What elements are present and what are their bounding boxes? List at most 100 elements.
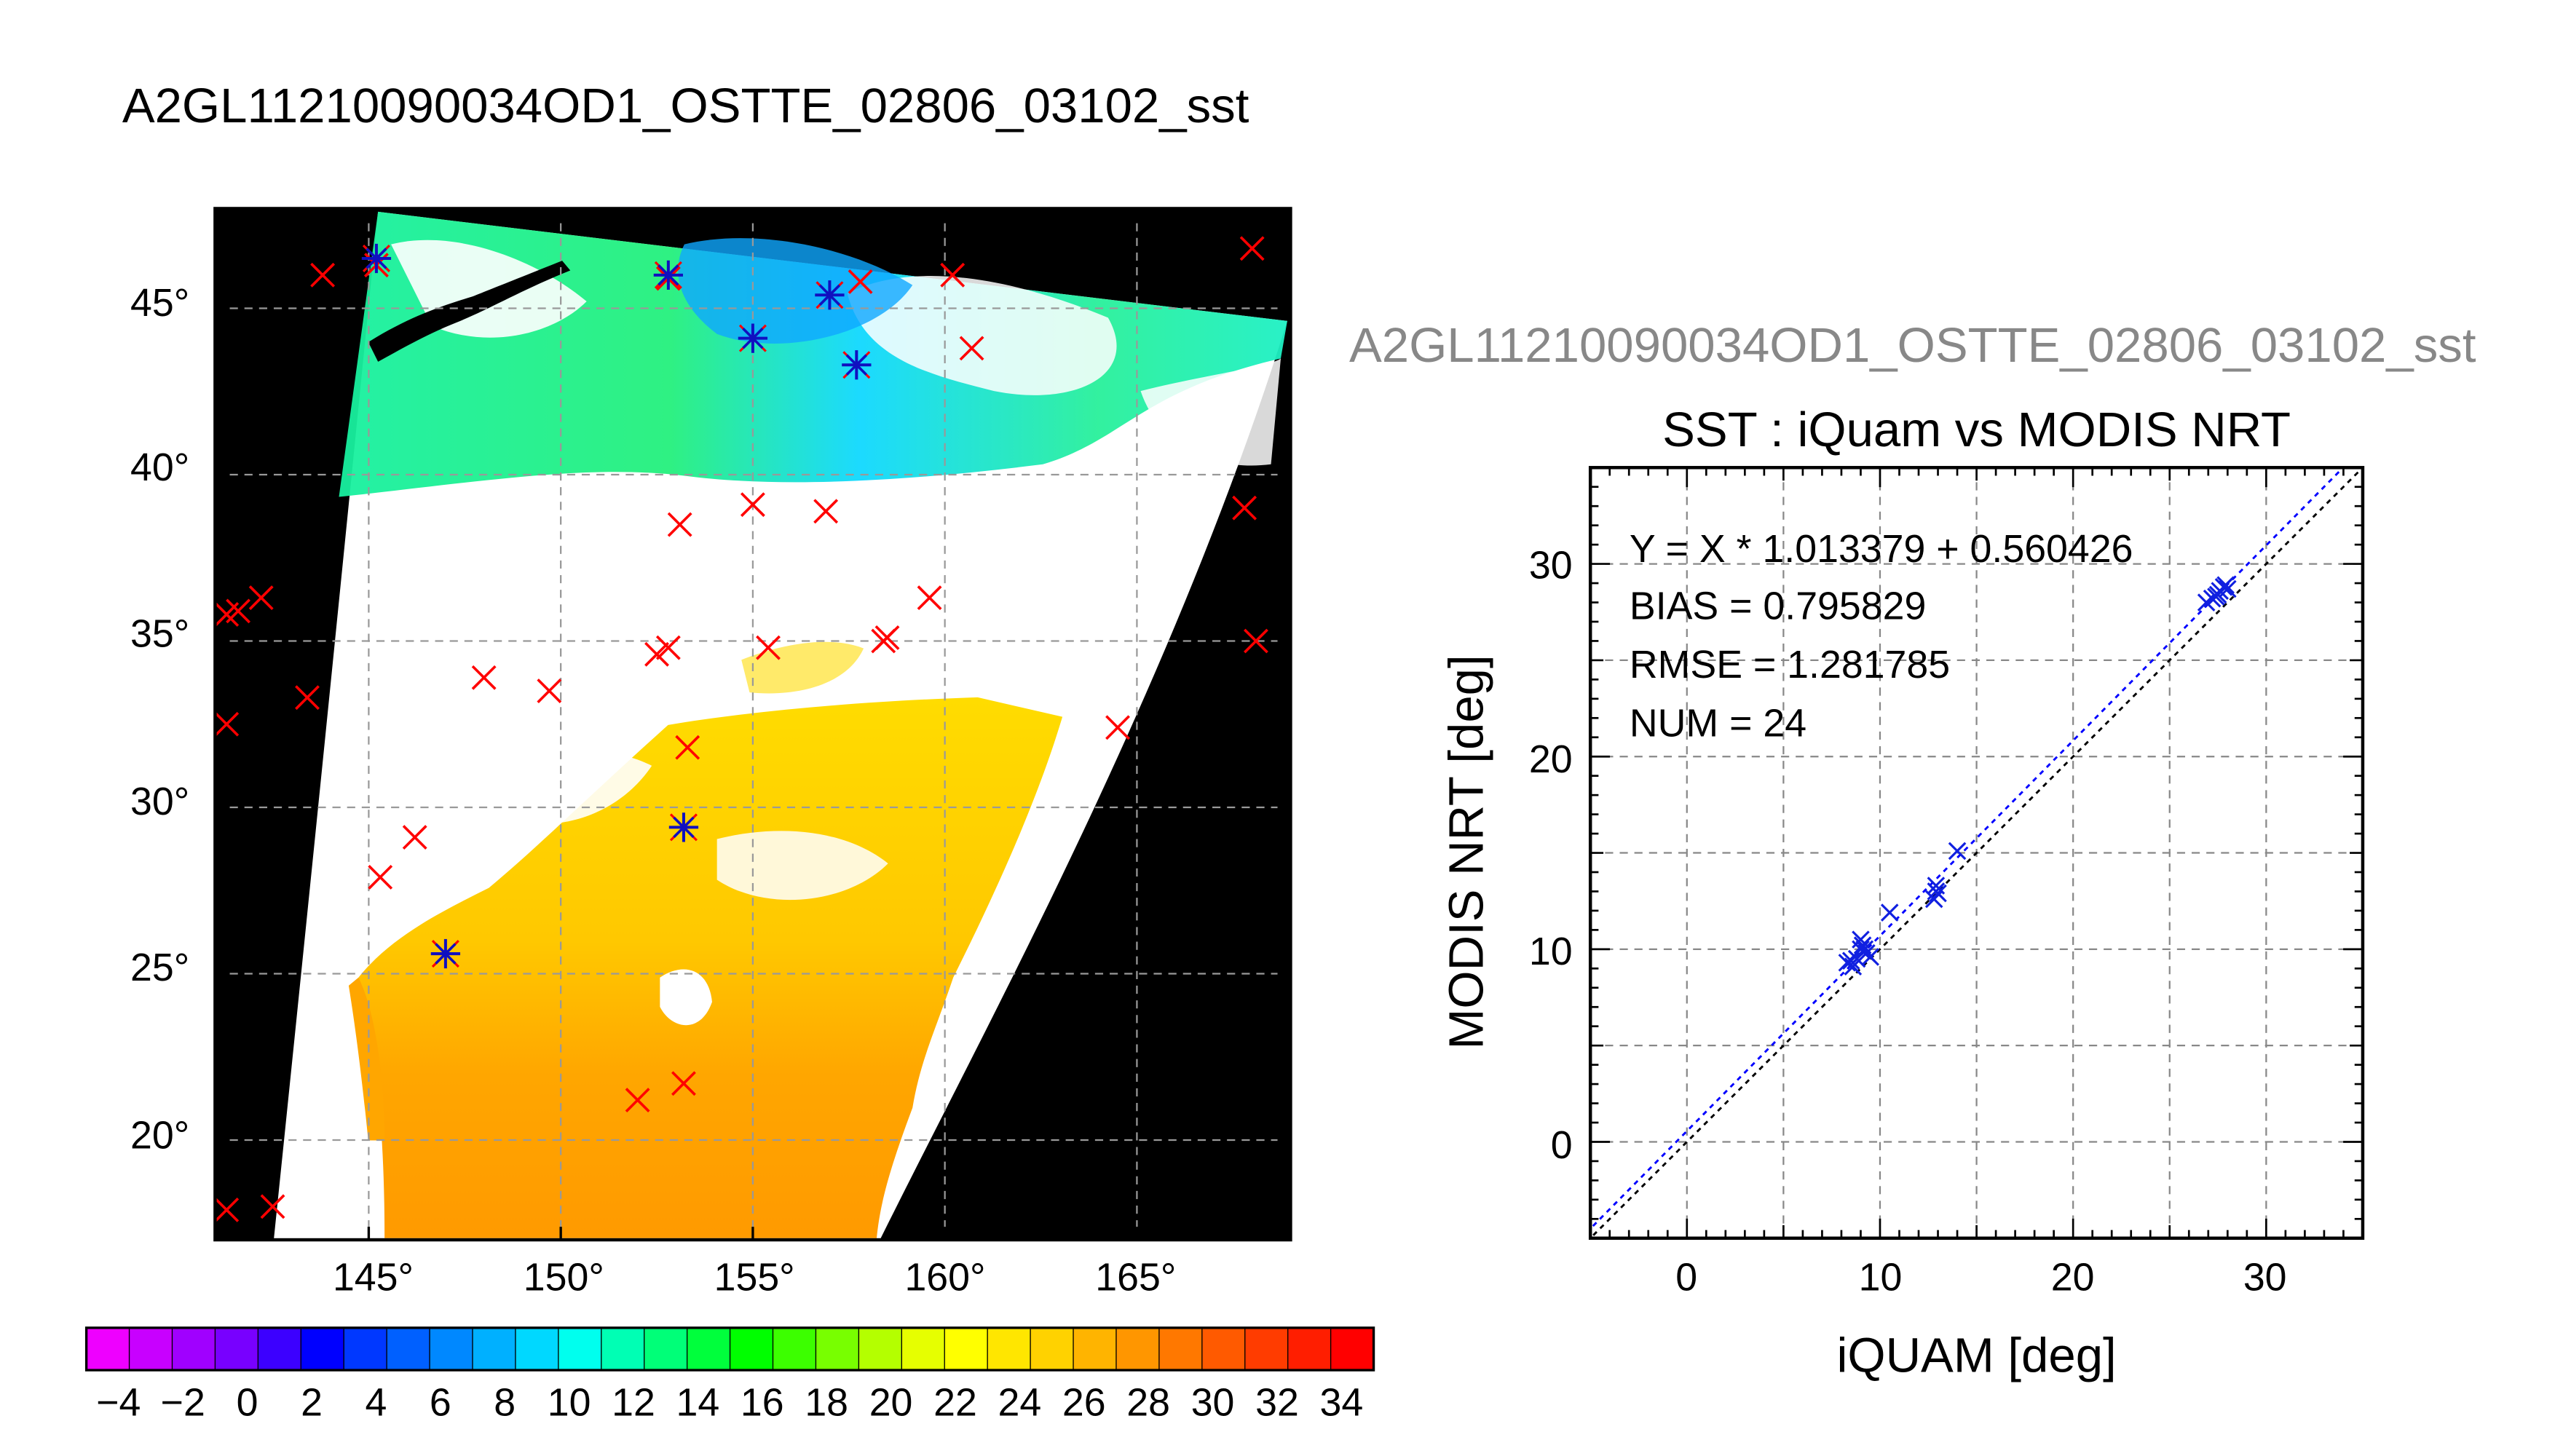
lat-label-45: 45°	[130, 281, 189, 325]
marker-stroke	[673, 816, 695, 839]
colorbar-cell	[172, 1327, 216, 1371]
marker-stroke	[818, 284, 841, 306]
marker-stroke	[959, 336, 984, 361]
map-matchup-x-marker	[848, 269, 873, 294]
scatter-xtick-20: 20	[2051, 1255, 2095, 1299]
map-matchup-x-marker	[874, 625, 900, 650]
marker-stroke	[667, 512, 692, 537]
marker-stroke	[260, 1194, 285, 1219]
colorbar-cell	[687, 1327, 731, 1371]
map-matchup-x-marker	[1244, 628, 1268, 654]
marker-stroke	[1105, 715, 1130, 740]
colorbar-cell	[730, 1327, 774, 1371]
scatter-ytick-10: 10	[1529, 930, 1573, 973]
scatter-plot: SST : iQuam vs MODIS NRT Y = X * 1.01337…	[1439, 403, 2365, 1382]
stats-num: NUM = 24	[1630, 702, 1806, 745]
marker-stroke	[675, 735, 700, 760]
scatter-point	[1880, 903, 1899, 922]
south-cloud-1	[489, 751, 652, 825]
map-matchup-x-marker	[537, 678, 562, 703]
scatter-point	[1853, 936, 1872, 954]
colorbar-cell	[1030, 1327, 1075, 1371]
map-matchup-x-marker	[368, 865, 393, 890]
left-edge-orange	[348, 977, 385, 1141]
colorbar-tick-label: 8	[494, 1381, 516, 1425]
scatter-points	[1838, 576, 2237, 976]
scatter-ytick-20: 20	[1529, 737, 1573, 781]
map-matchup-x-marker	[402, 825, 427, 850]
point-stroke	[1855, 940, 1874, 959]
lon-label-160: 160°	[904, 1255, 985, 1299]
colorbar-tick-label: 18	[805, 1381, 848, 1425]
lon-label-155: 155°	[714, 1255, 795, 1299]
colorbar-cell	[301, 1327, 345, 1371]
colorbar-frame	[84, 1326, 1375, 1372]
colorbar-cell	[558, 1327, 602, 1371]
marker-stroke	[248, 585, 274, 611]
colorbar-cell	[129, 1327, 173, 1371]
scatter-point	[2216, 576, 2235, 594]
map-matchup-star-marker	[361, 243, 392, 274]
scatter-lines	[1590, 467, 2363, 1238]
colorbar-tick-label: 24	[998, 1381, 1042, 1425]
colorbar-cell	[601, 1327, 645, 1371]
colorbar-tick-label: 26	[1062, 1381, 1106, 1425]
colorbar-cell	[387, 1327, 431, 1371]
colorbar-cell	[987, 1327, 1032, 1371]
marker-stroke	[756, 635, 781, 660]
colorbar-cell	[215, 1327, 259, 1371]
colorbar-cell	[1330, 1327, 1375, 1371]
map-matchup-star-marker	[430, 938, 461, 969]
scatter-point	[2208, 585, 2227, 604]
colorbar-tick-label: 22	[933, 1381, 977, 1425]
map-markers	[215, 236, 1268, 1222]
scatter-xtick-30: 30	[2243, 1255, 2287, 1299]
stats-rmse: RMSE = 1.281785	[1630, 643, 1950, 687]
scatter-grid	[1590, 467, 2363, 1238]
north-cloud-3	[1140, 358, 1281, 466]
lon-label-150: 150°	[524, 1255, 604, 1299]
colorbar-cell	[944, 1327, 989, 1371]
colorbar-cell	[644, 1327, 688, 1371]
map-matchup-x-marker	[959, 336, 984, 361]
point-stroke	[1847, 949, 1866, 968]
colorbar-cell	[1287, 1327, 1332, 1371]
colorbar: −4 −2 0 2 4 6 8 10 12 14 16 18 20 22 24 26 28 30 32 34	[84, 1326, 1375, 1425]
secondary-title: A2GL11210090034OD1_OSTTE_02806_03102_sst	[1349, 318, 2476, 373]
map-tick-marks	[215, 208, 1291, 1241]
marker-stroke	[742, 327, 764, 349]
colorbar-cells	[86, 1327, 1375, 1371]
map-matchup-x-marker	[644, 641, 669, 667]
point-stroke	[1927, 877, 1946, 895]
scatter-tick-marks	[1590, 467, 2363, 1238]
marker-stroke	[1244, 628, 1268, 654]
scatter-point	[1861, 948, 1880, 966]
colorbar-tick-label: 20	[869, 1381, 913, 1425]
map-matchup-x-marker	[215, 711, 240, 737]
map-matchup-x-marker	[625, 1088, 650, 1113]
colorbar-cell	[1158, 1327, 1203, 1371]
figure-title: A2GL11210090034OD1_OSTTE_02806_03102_sst	[122, 79, 1249, 133]
colorbar-tick-label: 28	[1126, 1381, 1170, 1425]
lon-label-145: 145°	[333, 1255, 414, 1299]
map-matchup-star-marker	[668, 812, 699, 842]
scatter-point	[1855, 940, 1874, 959]
map-matchup-star-marker	[815, 280, 845, 310]
scatter-xlabel: iQUAM [deg]	[1836, 1328, 2116, 1382]
scatter-point	[1841, 951, 1860, 970]
colorbar-cell	[901, 1327, 946, 1371]
swath-north-sst	[339, 211, 1287, 497]
colorbar-tick-label: 2	[301, 1381, 323, 1425]
map-matchup-x-marker	[471, 665, 497, 690]
scatter-line-identity	[1590, 467, 2363, 1238]
lon-label-165: 165°	[1095, 1255, 1176, 1299]
map-matchup-x-marker	[667, 512, 692, 537]
marker-stroke	[657, 264, 679, 286]
map-grid	[215, 208, 1291, 1241]
point-stroke	[2208, 585, 2227, 604]
point-stroke	[1927, 882, 1946, 901]
point-stroke	[1852, 940, 1870, 959]
colorbar-cell	[472, 1327, 517, 1371]
sst-map: 45° 40° 35° 30° 25° 20° 145° 150° 155° 1…	[130, 207, 1292, 1299]
